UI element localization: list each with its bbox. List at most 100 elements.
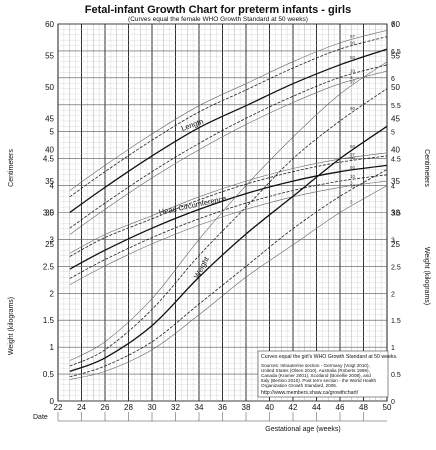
left-cm-tick-label: 45 [45,114,54,123]
centile-label: 50 [350,144,356,149]
sources-note: Curves equal the girl's WHO Growth Stand… [257,350,398,398]
right-cm-axis-title: Centimeters [423,149,430,187]
left-cm-tick-label: 25 [45,240,54,249]
right-cm-tick-label: 55 [391,51,400,60]
right-kg-tick-label: 6.5 [391,49,401,56]
grid [57,23,388,402]
right-cm-tick-label: 25 [391,240,400,249]
right-kg-axis-title: Weight (kilograms) [423,247,430,305]
x-tick-label: 28 [124,403,133,412]
right-cm-tick-label: 35 [391,177,400,186]
centile-line [69,164,388,270]
right-kg-tick-label: 4.5 [391,157,401,164]
right-cm-tick-label: 60 [391,20,400,29]
centile-label: 97 [350,79,356,84]
left-kg-tick-label: 4.5 [43,155,55,164]
centile-label: 10 [350,174,356,179]
x-tick-label: 24 [77,403,86,412]
left-kg-tick-label: 2 [50,289,55,298]
sources-note-line: Canada (Kramer 2001), Scotland (Bonellie… [261,373,371,378]
centile-label: 50 [350,55,356,60]
centile-line [69,70,388,235]
centile-line [69,30,388,191]
centile-line [69,61,388,361]
sources-note-box [257,350,389,398]
chart-subtitle: (Curves equal the female WHO Growth Stan… [128,16,308,23]
x-tick-label: 50 [383,403,392,412]
left-kg-tick-label: 4 [50,182,55,191]
right-kg-tick-label: 3.5 [391,211,401,218]
left-kg-tick-label: 5 [50,128,55,137]
centile-line [69,185,388,380]
centile-line [69,48,388,214]
left-cm-tick-label: 60 [45,20,54,29]
centile-label: 50 [350,165,356,170]
centile-line [69,180,388,286]
centile-line [69,174,388,279]
left-kg-tick-label: 3 [50,235,55,244]
tick-labels: 22 24 26 28 30 32 34 36 38 40 42 44 46 48 502530354045… [43,20,401,422]
centile-label: 97 [350,34,356,39]
right-kg-tick-label: 7 [391,22,395,29]
centile-label: 3 [350,180,353,185]
sources-note-line: Organization Growth Standard, 2006. [261,383,337,388]
centile-line [69,169,388,378]
x-tick-label: 48 [359,403,368,412]
centile-label: 97 [350,152,356,157]
right-cm-tick-label: 40 [391,146,400,155]
left-kg-axis-title: Weight (kilograms) [8,297,15,355]
x-tick-label: 42 [289,403,298,412]
left-cm-tick-label: 50 [45,83,54,92]
x-tick-label: 34 [195,403,204,412]
chart-title: Fetal-infant Growth Chart for preterm in… [85,4,351,16]
x-axis-title: Gestational age (weeks) [265,426,340,433]
right-kg-tick-label: 2 [391,291,395,298]
sources-note-line: Sources: Intrauterine section - Germany … [261,363,370,368]
x-tick-label: 38 [242,403,251,412]
sources-note-line: United States (Olsen 2010), Australia (R… [261,368,370,373]
right-kg-tick-label: 0.5 [391,372,401,379]
centile-line [69,88,388,367]
right-cm-tick-label: 50 [391,83,400,92]
centile-line [69,36,388,198]
left-cm-tick-label: 35 [45,177,54,186]
x-tick-label: 40 [265,403,274,412]
sources-note-line: Italy (Bertino 2010). Post term section … [261,378,377,383]
left-kg-tick-label: 3.5 [43,209,55,218]
left-kg-tick-label: 0 [50,397,55,406]
right-kg-tick-label: 0 [391,399,395,406]
x-tick-label: 46 [336,403,345,412]
right-kg-tick-label: 2.5 [391,264,401,271]
date-row-label: Date [33,414,48,421]
left-cm-tick-label: 30 [45,209,54,218]
centile-label: 90 [350,40,356,45]
right-kg-tick-label: 1.5 [391,318,401,325]
right-cm-tick-label: 30 [391,209,400,218]
centile-label: 10 [350,69,356,74]
left-kg-tick-label: 0.5 [43,370,55,379]
x-tick-label: 26 [101,403,110,412]
x-tick-label: 22 [54,403,63,412]
centile-label: 90 [350,155,356,160]
right-kg-tick-label: 5.5 [391,103,401,110]
left-cm-axis-title: Centimeters [8,149,15,187]
left-cm-tick-label: 40 [45,146,54,155]
centile-label: 3 [350,199,353,204]
right-kg-tick-label: 5 [391,130,395,137]
x-tick-label: 32 [171,403,180,412]
left-kg-tick-label: 2.5 [43,262,55,271]
right-cm-tick-label: 45 [391,114,400,123]
centile-label: 3 [350,75,353,80]
centile-line [69,152,388,254]
right-kg-tick-label: 3 [391,237,395,244]
centile-label: 10 [350,183,356,188]
centile-label: 90 [350,106,356,111]
sources-note-url: http://www.members.shaw.ca/growthchart/ [261,390,359,396]
right-kg-tick-label: 4 [391,184,395,191]
left-kg-tick-label: 1.5 [43,316,55,325]
sources-note-heading: Curves equal the girl's WHO Growth Stand… [261,354,398,360]
x-tick-label: 36 [218,403,227,412]
x-tick-label: 30 [148,403,157,412]
x-tick-label: 44 [312,403,321,412]
